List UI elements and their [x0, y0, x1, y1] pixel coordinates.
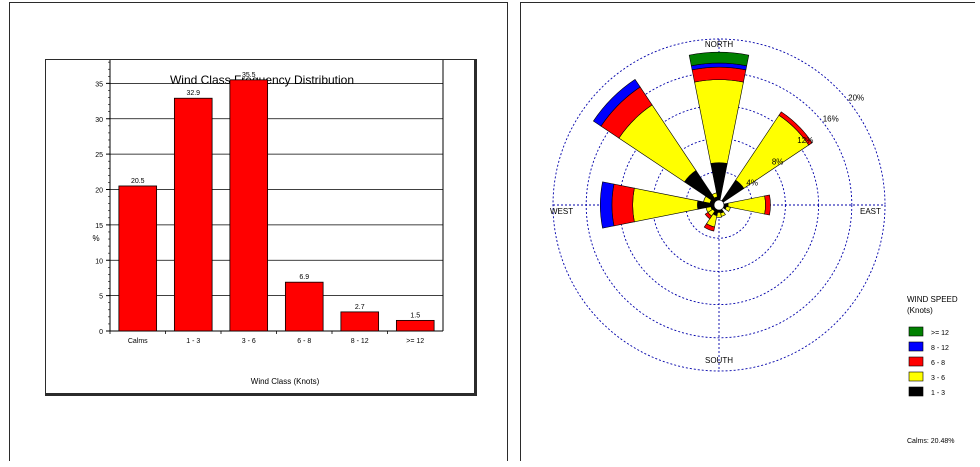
petal-segment [611, 183, 635, 227]
bar [173, 97, 213, 332]
bar-value-label: 32.9 [186, 90, 200, 97]
bar [229, 79, 269, 332]
bar-value-label: 20.5 [131, 178, 145, 185]
bar [118, 185, 158, 332]
petal-segment [703, 223, 715, 232]
legend-subtitle: (Knots) [907, 306, 933, 315]
ring-label: 20% [848, 93, 864, 102]
legend-swatch [908, 371, 924, 382]
petal-segment [711, 192, 718, 199]
y-tick-label: 5 [99, 294, 103, 301]
legend-label: >= 12 [931, 330, 949, 337]
ring-label: 16% [823, 115, 839, 124]
petal-segment [691, 66, 747, 83]
x-tick-label: 6 - 8 [297, 338, 311, 345]
ring-label: 4% [746, 179, 758, 188]
x-tick-label: 3 - 6 [242, 338, 256, 345]
y-tick-label: 20 [95, 188, 103, 195]
bar [284, 281, 324, 332]
legend-title: WIND SPEED [907, 295, 958, 304]
ring-label: 12% [797, 136, 813, 145]
legend: WIND SPEED (Knots) >= 12 8 - 12 6 - 8 3 - 6… [907, 295, 958, 445]
petal-segment [704, 211, 713, 220]
bar [395, 319, 435, 332]
x-axis-label: Wind Class (Knots) [251, 377, 320, 386]
x-tick-label: >= 12 [406, 338, 424, 345]
legend-label: 6 - 8 [931, 360, 945, 367]
direction-south: SOUTH [705, 356, 733, 365]
petal-segment [778, 111, 813, 146]
x-tick-label: 1 - 3 [186, 338, 200, 345]
legend-label: 1 - 3 [931, 390, 945, 397]
petal-segment [727, 195, 766, 215]
wind-rose-chart: 4% 8% 12% 16% 20% NORTH SOUTH EAST WEST WIND… [550, 38, 958, 445]
bar-value-label: 35.5 [242, 72, 256, 79]
petal-segment [724, 206, 731, 212]
legend-swatch [908, 386, 924, 397]
bar-chart-frame: Wind Class Frequency Distribution % Wind… [45, 46, 477, 396]
direction-west: WEST [550, 207, 573, 216]
legend-swatch [908, 341, 924, 352]
legend-label: 8 - 12 [931, 345, 949, 352]
direction-north: NORTH [705, 40, 734, 49]
bar [340, 311, 380, 332]
y-tick-label: 15 [95, 223, 103, 230]
x-tick-label: 8 - 12 [351, 338, 369, 345]
bar-value-label: 2.7 [355, 304, 365, 311]
legend-swatch [908, 326, 924, 337]
direction-east: EAST [860, 207, 881, 216]
petal-segment [688, 51, 750, 67]
ring-label: 8% [772, 157, 784, 166]
petal-segment [764, 194, 771, 216]
y-tick-label: 35 [95, 81, 103, 88]
y-tick-label: 25 [95, 152, 103, 159]
calms-label: Calms: 20.48% [907, 438, 954, 445]
calm-circle [713, 199, 725, 211]
petal-segment [592, 78, 641, 127]
y-tick-label: 0 [99, 329, 103, 336]
y-tick-label: 10 [95, 258, 103, 265]
x-tick-label: Calms [128, 338, 148, 345]
legend-label: 3 - 6 [931, 375, 945, 382]
bar-chart: Wind Class Frequency Distribution % Wind… [92, 46, 444, 386]
petal-segment [599, 181, 615, 229]
wind-rose-panel: 4% 8% 12% 16% 20% NORTH SOUTH EAST WEST WIND… [520, 2, 975, 461]
bar-value-label: 6.9 [299, 274, 309, 281]
petal-segment [694, 79, 744, 164]
legend-swatch [908, 356, 924, 367]
bar-chart-panel: Wind Class Frequency Distribution % Wind… [9, 2, 508, 461]
y-axis-label: % [92, 234, 99, 243]
y-tick-label: 30 [95, 117, 103, 124]
bar-value-label: 1.5 [410, 312, 420, 319]
